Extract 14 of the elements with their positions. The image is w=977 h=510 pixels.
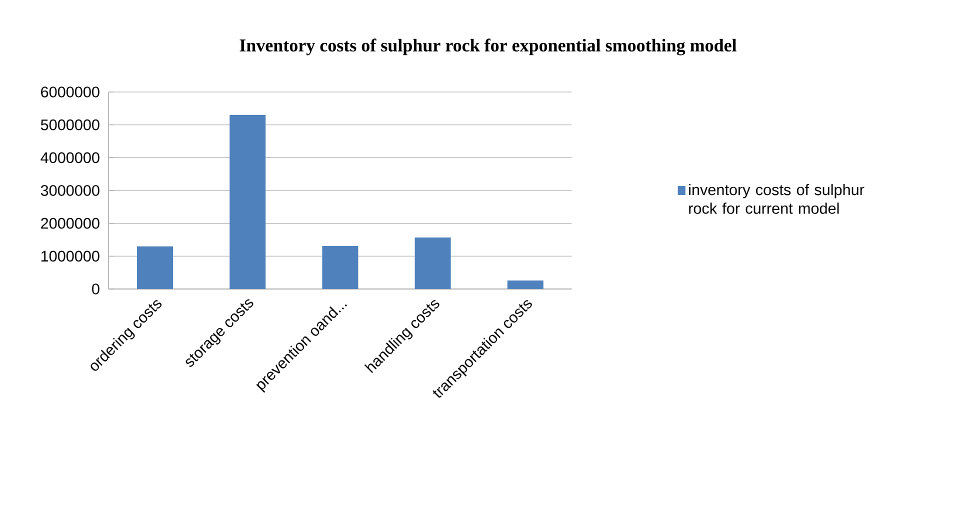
y-tick-label: 1000000 [41,250,100,262]
bar [230,114,266,289]
bar [137,246,173,289]
bar [322,246,358,289]
chart-title: Inventory costs of sulphur rock for exponential smoothing model [240,38,737,56]
bar [414,237,451,289]
legend-label: inventory costs of sulphur rock for current model [689,184,864,214]
y-tick-label: 2000000 [41,218,100,229]
bar [507,280,544,289]
y-tick-label: 5000000 [40,119,100,130]
y-tick-label: 3000000 [40,185,100,196]
y-tick-label: 0 [92,284,100,294]
y-tick-label: 4000000 [40,152,100,164]
y-tick-label: 6000000 [41,86,100,98]
